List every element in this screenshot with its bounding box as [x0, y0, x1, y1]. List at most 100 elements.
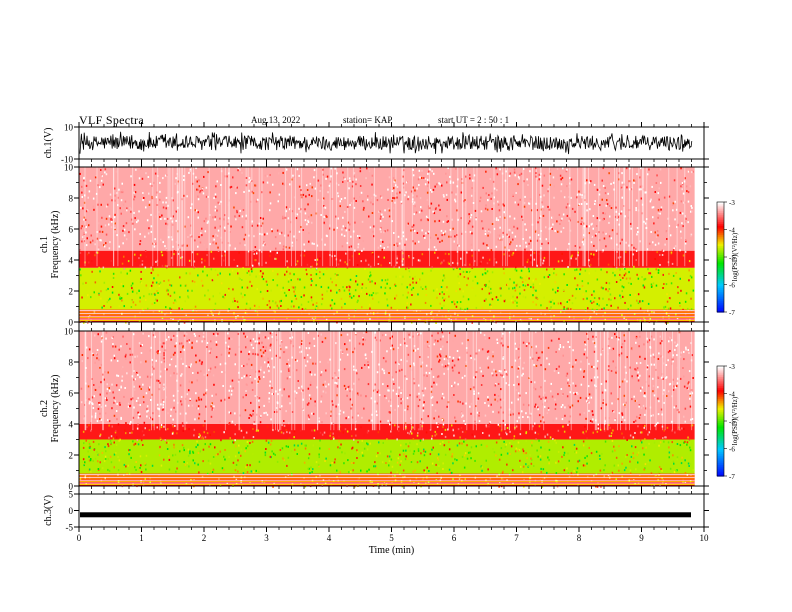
spectrum-cell: [591, 420, 593, 423]
spectrum-cell: [268, 370, 270, 373]
spectrum-cell: [413, 213, 415, 216]
spectrum-cell: [610, 207, 613, 209]
spectrum-cell: [639, 335, 641, 338]
spectrum-cell: [589, 239, 591, 241]
spectrum-cell: [130, 218, 133, 221]
spectrum-cell: [436, 355, 439, 358]
spectrum-cell: [497, 219, 500, 222]
spectrum-cell: [680, 230, 682, 233]
spectrum-cell: [263, 376, 265, 378]
spectrum-cell: [174, 345, 176, 348]
spectrum-cell: [82, 430, 85, 433]
spectrum-cell: [643, 285, 645, 288]
spectrum-cell: [148, 240, 151, 243]
spectrum-cell: [254, 340, 256, 343]
spectrum-cell: [101, 306, 103, 309]
spectrum-cell: [386, 304, 389, 307]
spectrum-cell: [592, 227, 594, 230]
spectrum-cell: [282, 245, 285, 248]
spectrum-cell: [516, 244, 518, 247]
spectrum-cell: [643, 286, 646, 289]
spectrum-cell: [688, 370, 691, 373]
spectrum-cell: [200, 232, 202, 235]
spectrum-cell: [193, 333, 196, 335]
spectrum-cell: [115, 384, 118, 387]
spectrum-cell: [128, 231, 130, 234]
spectrum-cell: [408, 266, 410, 269]
spectrum-cell: [639, 307, 642, 310]
spectrum-cell: [214, 218, 216, 221]
spectrum-cell: [148, 335, 150, 338]
spectrum-cell: [574, 384, 577, 387]
spectrum-cell: [553, 272, 555, 275]
spectrum-cell: [658, 214, 660, 217]
spectrum-cell: [491, 298, 494, 301]
spectrum-cell: [159, 375, 162, 378]
spectrum-cell: [377, 263, 380, 265]
spectrum-cell: [347, 459, 349, 462]
spectrum-cell: [515, 192, 517, 194]
spectrum-cell: [339, 259, 342, 262]
spectrum-cell: [398, 362, 400, 365]
spectrum-cell: [435, 383, 438, 386]
spectrum-cell: [89, 314, 91, 317]
spectrum-cell: [356, 264, 359, 266]
spectrum-cell: [154, 241, 156, 244]
spectrum-cell: [331, 299, 333, 302]
spectrum-cell: [583, 412, 585, 415]
spectrum-cell: [636, 173, 638, 176]
spectrum-cell: [689, 424, 692, 427]
spectrum-cell: [186, 333, 188, 336]
spectrum-cell: [369, 442, 371, 445]
spectrum-cell: [586, 202, 588, 205]
spectrum-cell: [657, 358, 660, 360]
spectrum-cell: [293, 292, 296, 295]
spectrum-cell: [146, 375, 149, 378]
spectrum-cell: [593, 300, 595, 303]
spectrum-cell: [519, 344, 521, 347]
spectrum-cell: [346, 266, 349, 269]
spectrum-cell: [83, 216, 86, 219]
spectrum-cell: [121, 182, 123, 185]
spectrum-cell: [612, 271, 614, 274]
spectrum-cell: [367, 263, 370, 266]
spectrum-cell: [427, 356, 429, 359]
spectrum-cell: [254, 246, 257, 249]
spectrum-cell: [100, 225, 103, 228]
spectrum-cell: [303, 243, 305, 246]
spectrum-cell: [484, 285, 487, 288]
spectrum-cell: [290, 305, 293, 308]
spectrum-cell: [641, 300, 644, 303]
spectrum-cell: [189, 168, 192, 171]
spectrum-cell: [604, 212, 606, 215]
spectrum-cell: [484, 272, 486, 275]
spectrum-cell: [188, 339, 190, 342]
spectrum-cell: [642, 447, 644, 450]
spectrum-cell: [637, 300, 639, 303]
spectrum-cell: [256, 224, 259, 227]
spectrum-cell: [550, 339, 553, 342]
spectrum-cell: [192, 308, 194, 311]
spectrum-cell: [423, 469, 425, 472]
spectrum-cell: [274, 302, 277, 305]
spectrum-cell: [279, 232, 281, 235]
spectrum-cell: [471, 254, 473, 257]
spectrum-cell: [441, 234, 443, 237]
spectrum-cell: [386, 455, 389, 458]
spectrum-cell: [366, 167, 368, 170]
spectrum-cell: [607, 474, 610, 477]
spectrum-cell: [511, 409, 514, 412]
spectrum-cell: [691, 354, 693, 357]
spectrum-cell: [636, 299, 638, 302]
spectrum-cell: [416, 395, 418, 398]
spectrum-cell: [208, 350, 211, 353]
spectrum-cell: [173, 443, 175, 446]
spectrum-cell: [112, 391, 114, 394]
spectrum-cell: [188, 259, 191, 262]
spectrum-cell: [87, 294, 89, 297]
spectrum-cell: [474, 459, 476, 462]
spectrum-cell: [252, 436, 255, 438]
spectrum-cell: [461, 455, 464, 458]
spectrum-cell: [531, 209, 533, 212]
spectrum-cell: [306, 189, 309, 191]
